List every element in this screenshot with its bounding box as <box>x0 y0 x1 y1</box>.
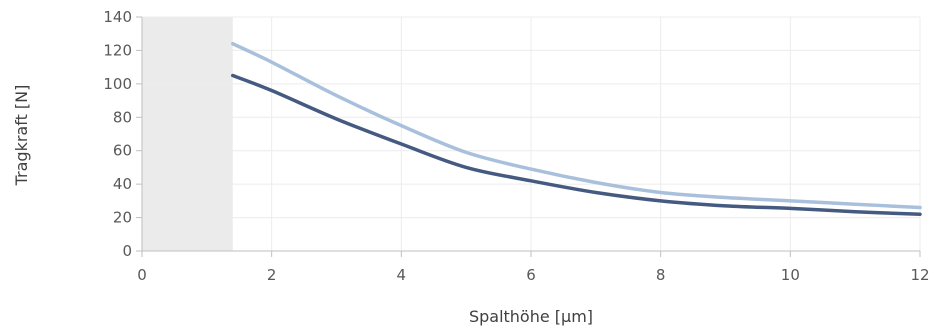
y-tick-label: 100 <box>103 75 132 93</box>
x-tick-label: 4 <box>397 266 407 284</box>
tick-label-layer: 0 20 40 60 80 100 120 140 0 2 4 6 8 10 12 <box>103 8 929 284</box>
x-tick-label: 8 <box>656 266 666 284</box>
series-layer <box>231 41 922 216</box>
shaded-region <box>142 17 233 251</box>
x-axis-title: Spalthöhe [µm] <box>469 307 593 326</box>
x-tick-label: 10 <box>781 266 800 284</box>
y-tick-label: 140 <box>103 8 132 26</box>
axis-layer <box>136 16 921 257</box>
series-line-2 <box>231 73 922 216</box>
y-tick-label: 0 <box>122 242 132 260</box>
y-tick-label: 80 <box>113 108 132 126</box>
x-tick-label: 12 <box>910 266 929 284</box>
y-tick-label: 20 <box>113 209 132 227</box>
x-tick-label: 6 <box>526 266 536 284</box>
x-tick-label: 0 <box>137 266 147 284</box>
y-axis-title: Tragkraft [N] <box>12 85 31 187</box>
y-tick-label: 120 <box>103 41 132 59</box>
y-tick-label: 60 <box>113 142 132 160</box>
grid-layer <box>142 16 921 251</box>
x-tick-label: 2 <box>267 266 277 284</box>
y-tick-label: 40 <box>113 175 132 193</box>
shaded-region-layer <box>142 17 233 251</box>
series-line-1 <box>231 41 922 210</box>
